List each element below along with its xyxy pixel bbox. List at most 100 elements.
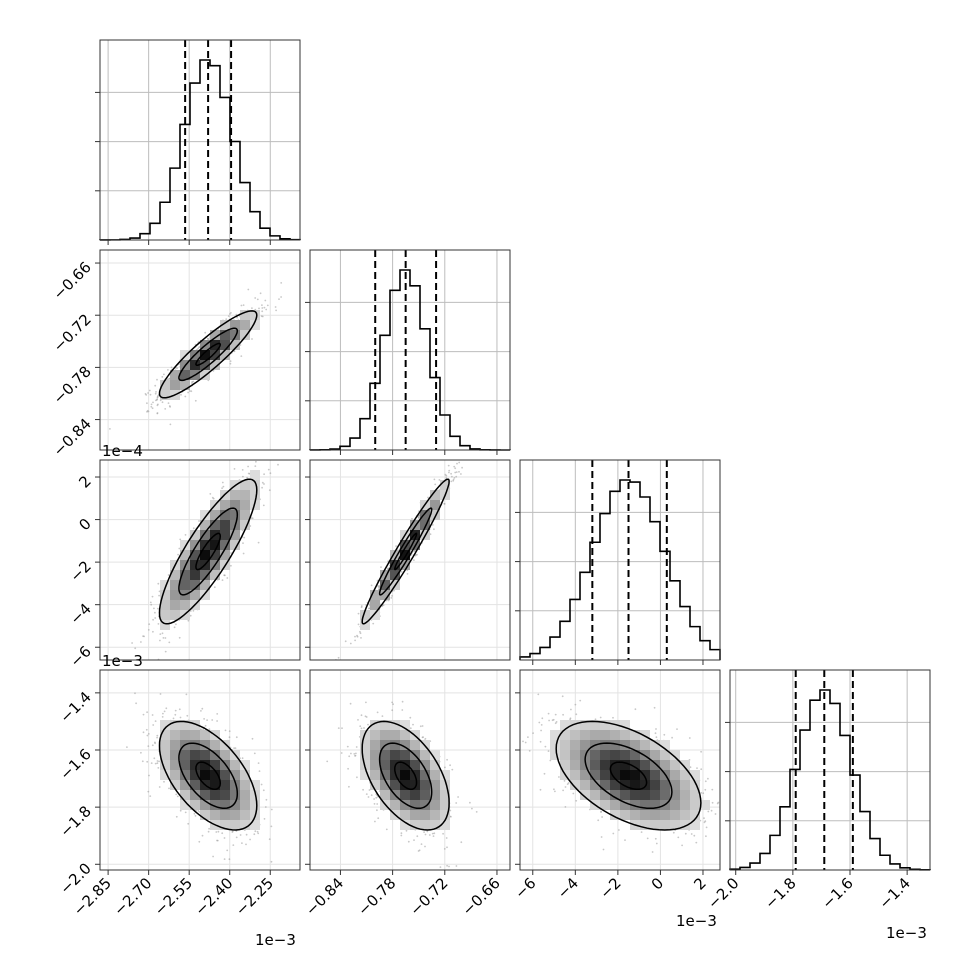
sample-point xyxy=(421,725,424,727)
contour-2-0-0 xyxy=(195,532,222,571)
density-cell xyxy=(190,530,200,540)
sample-point xyxy=(215,831,218,833)
sample-point xyxy=(401,709,404,711)
sample-point xyxy=(261,304,263,306)
density-cell xyxy=(180,720,190,730)
panel-2-0 xyxy=(99,444,301,661)
sample-point xyxy=(362,788,364,791)
sample-point xyxy=(154,762,157,765)
sample-point xyxy=(152,401,154,404)
sample-point xyxy=(423,831,425,833)
density-cell xyxy=(180,580,190,590)
sample-point xyxy=(153,757,156,760)
sample-point xyxy=(239,834,242,836)
sample-point xyxy=(391,709,394,712)
sample-point xyxy=(151,595,154,598)
sample-point xyxy=(190,390,193,393)
density-cell xyxy=(430,770,440,780)
sample-point xyxy=(278,298,280,300)
density-cell xyxy=(440,480,450,490)
density-cell xyxy=(200,770,210,780)
sample-point xyxy=(707,777,709,780)
sample-point xyxy=(221,481,224,484)
density-cell xyxy=(240,510,250,520)
density-cell xyxy=(220,320,230,330)
density-cell xyxy=(200,750,210,760)
hist-panel-2 xyxy=(515,459,721,661)
sample-point xyxy=(375,796,378,799)
density-cell xyxy=(190,760,200,770)
density-cell xyxy=(370,730,380,740)
sample-point xyxy=(377,817,380,820)
sample-point xyxy=(400,570,403,573)
density-cell xyxy=(410,800,420,810)
density-cell xyxy=(240,820,250,830)
sample-point xyxy=(382,604,385,606)
density-cell xyxy=(440,780,450,790)
density-cell xyxy=(400,750,410,760)
sample-point xyxy=(421,736,424,739)
density-2-1 xyxy=(360,480,450,630)
sample-point xyxy=(165,707,168,710)
sample-point xyxy=(149,601,152,604)
density-cell xyxy=(220,550,230,560)
sample-point xyxy=(285,444,287,446)
density-cell xyxy=(180,540,190,550)
sample-point xyxy=(156,378,158,381)
sample-point xyxy=(149,795,152,797)
sample-point xyxy=(146,402,148,405)
sample-point xyxy=(416,835,419,838)
sample-point xyxy=(254,830,257,833)
sample-point xyxy=(168,405,171,407)
density-cell xyxy=(160,720,170,730)
density-cell xyxy=(160,600,170,610)
density-cell xyxy=(240,330,250,340)
sample-point xyxy=(233,468,236,470)
density-cell xyxy=(170,370,180,380)
sample-point xyxy=(172,717,175,720)
sample-point xyxy=(126,746,128,748)
sample-point xyxy=(245,843,247,846)
sample-point xyxy=(155,391,157,393)
sample-point xyxy=(247,877,249,879)
sample-point xyxy=(228,736,231,739)
density-cell xyxy=(390,740,400,750)
sample-point xyxy=(337,727,340,729)
sample-point xyxy=(189,610,192,612)
sample-point xyxy=(663,733,666,736)
sample-point xyxy=(270,808,273,811)
density-cell xyxy=(220,740,230,750)
density-cell xyxy=(200,740,210,750)
density-2-0 xyxy=(160,470,260,630)
density-cell xyxy=(420,810,430,820)
sample-point xyxy=(261,310,264,313)
sample-point xyxy=(360,606,363,609)
sample-point xyxy=(431,832,434,835)
sample-point xyxy=(224,729,227,732)
sample-point xyxy=(232,844,235,846)
density-cell xyxy=(250,820,260,830)
sample-point xyxy=(158,594,161,597)
sample-point xyxy=(354,639,356,642)
density-cell xyxy=(170,750,180,760)
sample-point xyxy=(455,802,458,804)
sample-point xyxy=(197,809,200,812)
density-cell xyxy=(430,820,440,830)
sample-point xyxy=(147,410,150,413)
density-cell xyxy=(190,750,200,760)
sample-point xyxy=(198,520,200,522)
density-cell xyxy=(420,750,430,760)
sample-point xyxy=(147,392,150,394)
sample-point xyxy=(228,858,231,861)
sample-point xyxy=(275,309,277,312)
sample-point xyxy=(269,472,272,475)
density-cell xyxy=(390,780,400,790)
sample-point xyxy=(424,845,426,848)
sample-point xyxy=(348,755,351,758)
sample-point xyxy=(154,384,157,387)
sample-point xyxy=(223,837,226,839)
density-cell xyxy=(210,800,220,810)
sample-point xyxy=(168,641,171,644)
sample-point xyxy=(151,407,154,410)
contour-3-1-1 xyxy=(378,742,433,810)
